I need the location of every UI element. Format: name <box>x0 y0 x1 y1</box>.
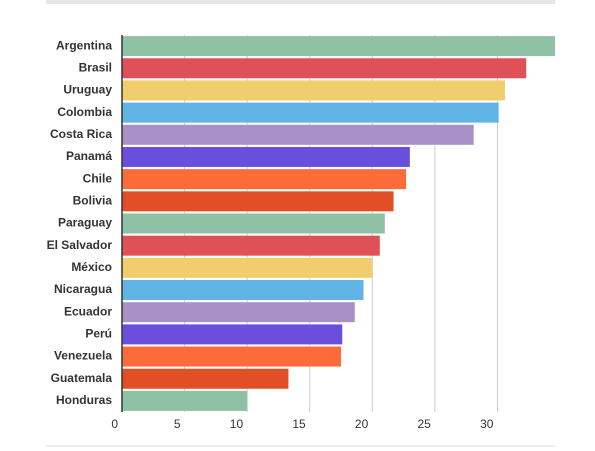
y-tick-label: Venezuela <box>54 349 112 363</box>
y-tick-label: Honduras <box>56 393 112 407</box>
x-tick-label: 0 <box>111 417 118 431</box>
y-tick-label: Paraguay <box>58 216 112 230</box>
bar <box>122 58 527 79</box>
bar <box>122 102 499 123</box>
y-tick-label: Uruguay <box>63 83 112 97</box>
bar <box>122 36 555 57</box>
bar <box>122 257 373 278</box>
x-tick-label: 25 <box>418 417 432 431</box>
bar <box>122 390 248 411</box>
bar <box>122 213 385 234</box>
y-tick-label: Brasil <box>79 60 112 74</box>
bar <box>122 235 380 256</box>
y-tick-label: Bolivia <box>73 193 113 207</box>
x-tick-label: 10 <box>230 417 244 431</box>
bar <box>122 191 394 212</box>
bar <box>122 280 364 301</box>
bar <box>122 302 355 323</box>
y-tick-label: El Salvador <box>47 238 113 252</box>
y-tick-label: Chile <box>83 171 113 185</box>
x-tick-label: 5 <box>174 417 181 431</box>
y-tick-label: Ecuador <box>64 304 112 318</box>
y-tick-label: Nicaragua <box>54 282 112 296</box>
bar <box>122 169 407 190</box>
y-tick-label: Guatemala <box>51 371 113 385</box>
y-tick-label: Perú <box>85 327 112 341</box>
y-tick-label: Argentina <box>56 38 112 52</box>
x-tick-label: 30 <box>480 417 494 431</box>
bar <box>122 324 343 345</box>
y-tick-label: Costa Rica <box>50 127 112 141</box>
x-tick-label: 15 <box>292 417 306 431</box>
y-tick-label: Panamá <box>66 149 112 163</box>
top-band <box>46 0 555 4</box>
y-tick-label: Colombia <box>57 105 112 119</box>
y-tick-label: México <box>71 260 112 274</box>
bar <box>122 346 342 367</box>
x-tick-label: 20 <box>355 417 369 431</box>
bar <box>122 124 474 145</box>
bar <box>122 146 410 167</box>
bar <box>122 80 505 101</box>
bar <box>122 368 289 389</box>
